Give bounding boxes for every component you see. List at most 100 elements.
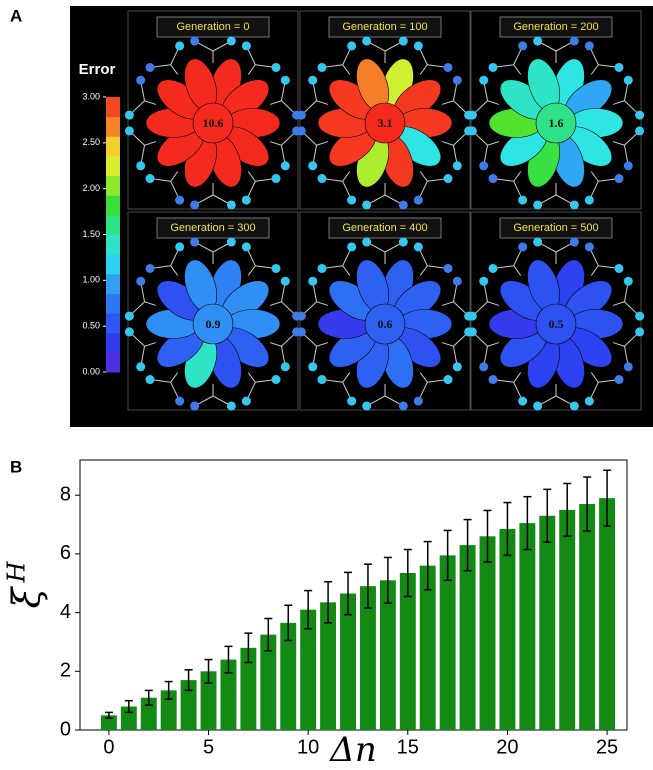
leaf-node (614, 263, 624, 273)
leaf-node (398, 401, 408, 411)
leaf-node (488, 174, 498, 184)
y-tick-label: 8 (60, 483, 71, 505)
colorbar-segment (106, 293, 120, 314)
bar (539, 515, 556, 730)
branch (487, 342, 500, 347)
leaf-node (413, 242, 423, 252)
leaf-node (241, 396, 251, 406)
bar (180, 680, 197, 730)
leaf-node (362, 200, 372, 210)
center-node (364, 102, 406, 144)
leaf-node (635, 126, 645, 136)
branch (441, 342, 454, 347)
panel-title-box (328, 16, 442, 38)
leaf-node (479, 161, 489, 171)
branch (144, 141, 157, 146)
leaf-node (623, 75, 633, 85)
bar (379, 580, 396, 730)
x-tick-label: 20 (496, 736, 518, 758)
leaf-node (584, 195, 594, 205)
branch (487, 100, 500, 105)
center-node (364, 303, 406, 345)
leaf-node (467, 311, 477, 321)
branch (612, 141, 625, 146)
colorbar-segment (106, 273, 120, 294)
colorbar-segment (106, 155, 120, 177)
leaf-node (533, 401, 543, 411)
y-axis-label-sup: H (3, 560, 31, 583)
leaf-node (145, 62, 155, 72)
leaf-node (533, 36, 543, 46)
leaf-node (175, 195, 185, 205)
branch (170, 372, 179, 383)
branch (487, 301, 500, 306)
panel-title: Generation = 0 (176, 21, 249, 33)
center-label: 1.6 (549, 116, 564, 130)
bar (240, 647, 257, 730)
leaf-node (296, 327, 306, 337)
branch (513, 64, 522, 75)
colorbar-title: Error (79, 61, 116, 78)
leaf-node (413, 396, 423, 406)
leaf-node (296, 110, 306, 120)
branch (342, 265, 351, 276)
leaf-node (614, 62, 624, 72)
branch (419, 171, 428, 182)
leaf-node (362, 401, 372, 411)
colorbar-segment (106, 313, 120, 334)
leaf-node (280, 276, 290, 286)
x-tick-label: 10 (297, 736, 319, 758)
leaf-node (226, 401, 236, 411)
leaf-node (584, 41, 594, 51)
colorbar-segment (106, 332, 120, 353)
colorbar-segment (106, 136, 120, 157)
colorbar-segment (106, 352, 120, 373)
bar (280, 622, 297, 730)
branch (316, 141, 329, 146)
leaf-node (569, 36, 579, 46)
branch (144, 301, 157, 306)
leaf-node (569, 200, 579, 210)
leaf-node (518, 396, 528, 406)
leaf-node (443, 375, 453, 385)
bar (439, 555, 456, 730)
leaf-node (136, 276, 146, 286)
leaf-node (635, 311, 645, 321)
panel-title-box (499, 16, 613, 38)
panel-title: Generation = 400 (342, 222, 427, 234)
figure-label: B (10, 457, 22, 476)
colorbar-tick-label: 1.50 (82, 229, 100, 239)
branch (419, 265, 428, 276)
leaf-node (623, 276, 633, 286)
center-node (192, 102, 234, 144)
bar (220, 659, 237, 730)
branch (590, 265, 599, 276)
y-tick-label: 6 (60, 542, 71, 564)
branch (342, 372, 351, 383)
leaf-node (296, 126, 306, 136)
leaf-node (145, 174, 155, 184)
leaf-node (569, 401, 579, 411)
colorbar-tick-label: 0.00 (82, 366, 100, 376)
center-label: 0.9 (206, 317, 221, 331)
leaf-node (443, 174, 453, 184)
leaf-node (398, 36, 408, 46)
panel-title: Generation = 100 (342, 21, 427, 33)
bar (579, 504, 596, 730)
leaf-node (226, 237, 236, 247)
leaf-node (398, 237, 408, 247)
leaf-node (241, 242, 251, 252)
leaf-node (124, 311, 134, 321)
leaf-node (362, 36, 372, 46)
leaf-node (317, 375, 327, 385)
leaf-node (347, 396, 357, 406)
leaf-node (635, 110, 645, 120)
leaf-node (124, 126, 134, 136)
colorbar-tick-label: 3.00 (82, 91, 100, 101)
branch (170, 171, 179, 182)
leaf-node (308, 276, 318, 286)
leaf-node (136, 161, 146, 171)
leaf-node (443, 263, 453, 273)
y-axis-label: ξH (3, 560, 49, 608)
leaf-node (175, 242, 185, 252)
